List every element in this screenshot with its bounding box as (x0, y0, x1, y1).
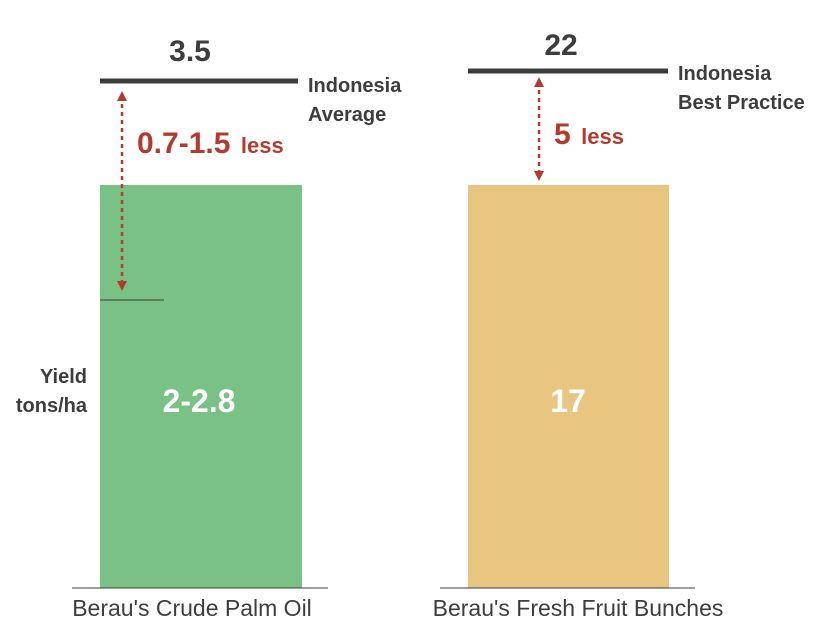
benchmark-value-label-indonesia-average: 3.5 (169, 35, 211, 68)
gap-value-crude-palm-oil: 0.7-1.5 (137, 127, 230, 160)
benchmark-label-line1-indonesia-average: Indonesia (308, 75, 402, 97)
gap-label-fresh-fruit-bunches: 5 less (554, 118, 624, 151)
benchmark-value-label-indonesia-best-practice: 22 (544, 29, 577, 62)
benchmark-label-line2-indonesia-best-practice: Best Practice (678, 92, 805, 114)
category-label-crude-palm-oil: Berau's Crude Palm Oil (72, 595, 312, 621)
benchmark-label-line2-indonesia-average: Average (308, 104, 386, 126)
benchmark-label-line1-indonesia-best-practice: Indonesia (678, 63, 772, 85)
bar-value-label-fresh-fruit-bunches: 17 (550, 383, 586, 419)
category-label-fresh-fruit-bunches: Berau's Fresh Fruit Bunches (433, 595, 724, 621)
gap-value-fresh-fruit-bunches: 5 (554, 118, 571, 151)
gap-label-crude-palm-oil: 0.7-1.5 less (137, 127, 284, 160)
y-axis-label-line2: tons/ha (16, 395, 88, 417)
gap-unit-fresh-fruit-bunches: less (581, 124, 624, 149)
bar-fresh-fruit-bunches (468, 185, 669, 588)
bar-crude-palm-oil (100, 185, 302, 588)
panel-fresh-fruit-bunches: 17 22 Indonesia Best Practice 5 less Ber… (433, 29, 805, 621)
y-axis-label-line1: Yield (40, 366, 87, 388)
panel-crude-palm-oil: 2-2.8 3.5 Indonesia Average 0.7-1.5 less… (16, 35, 402, 621)
bar-value-label-crude-palm-oil: 2-2.8 (163, 383, 236, 419)
gap-unit-crude-palm-oil: less (241, 133, 284, 158)
